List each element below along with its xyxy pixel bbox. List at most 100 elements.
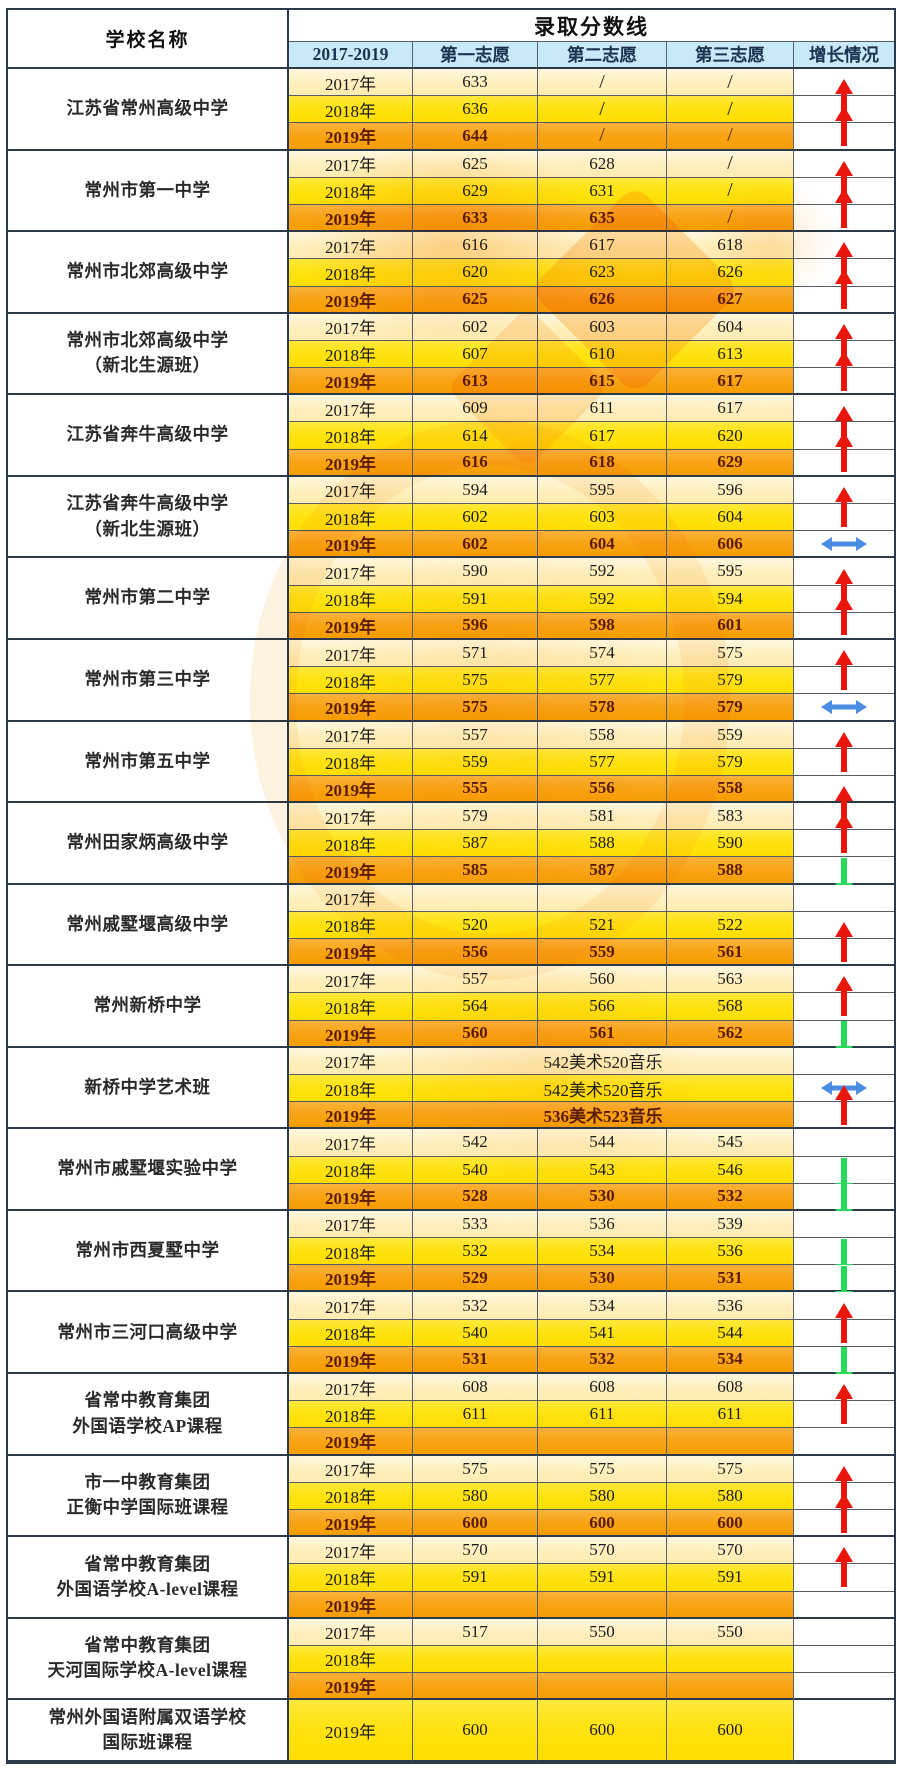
growth-cell (794, 1020, 894, 1062)
score-cell: 617 (538, 422, 667, 450)
year-cell: 2017年 (289, 1537, 413, 1565)
year-cell: 2019年 (289, 531, 413, 559)
growth-cell (794, 1084, 894, 1130)
up-arrow-icon (835, 1084, 853, 1125)
growth-cell (794, 105, 894, 151)
growth-cell (794, 694, 894, 722)
score-cell: 591 (538, 1564, 667, 1592)
up-arrow-icon (835, 786, 853, 827)
year-cell: 2019年 (289, 612, 413, 640)
school-name-cell: 常州市北郊高级中学 （新北生源班） (8, 313, 289, 396)
score-cell: 600 (413, 1509, 538, 1538)
year-cell: 2019年 (289, 1700, 413, 1763)
score-cell: 583 (667, 803, 794, 831)
up-arrow-icon (835, 79, 853, 120)
score-cell: 617 (667, 368, 794, 396)
school-name-cell: 常州田家炳高级中学 (8, 803, 289, 885)
school-name-cell: 常州外国语附属双语学校 国际班课程 (8, 1700, 289, 1763)
school-name-cell: 常州市北郊高级中学 (8, 232, 289, 314)
score-cell: 544 (667, 1319, 794, 1347)
score-cell (413, 1591, 538, 1619)
growth-cell (794, 1238, 894, 1280)
score-cell: 603 (538, 313, 667, 341)
score-cell: 568 (667, 993, 794, 1021)
growth-cell (794, 884, 894, 912)
score-cell: 520 (413, 911, 538, 939)
score-cell: 635 (538, 204, 667, 233)
score-cell: 591 (667, 1564, 794, 1592)
flat-arrow-icon (821, 536, 867, 551)
growth-cell (794, 857, 894, 899)
up-arrow-icon (835, 731, 853, 772)
score-cell: 626 (538, 286, 667, 314)
column-header-second-choice: 第二志愿 (538, 42, 667, 69)
growth-cell (794, 269, 894, 314)
school-name-line: 常州田家炳高级中学 (66, 832, 229, 853)
score-cell: 587 (413, 830, 538, 858)
merged-score-cell: 542美术520音乐 (413, 1074, 794, 1103)
score-cell: / (667, 69, 794, 97)
up-arrow-icon (835, 350, 853, 391)
score-cell: 591 (413, 1564, 538, 1592)
score-cell: 566 (538, 993, 667, 1021)
score-cell: 587 (538, 857, 667, 885)
year-cell: 2019年 (289, 368, 413, 396)
score-cell: 540 (413, 1319, 538, 1347)
score-cell (538, 884, 667, 912)
score-cell: 579 (667, 694, 794, 722)
score-cell: 614 (413, 422, 538, 450)
school-name-line: 常州市北郊高级中学 (66, 261, 229, 282)
score-cell: 617 (538, 232, 667, 260)
score-cell: 563 (667, 966, 794, 994)
score-cell: / (667, 177, 794, 205)
year-cell: 2017年 (289, 1210, 413, 1239)
up-arrow-icon (835, 269, 853, 310)
school-name-line: 江苏省常州高级中学 (66, 98, 229, 119)
year-cell: 2017年 (289, 639, 413, 668)
score-cell: 588 (667, 857, 794, 885)
growth-cell (794, 432, 894, 477)
year-cell: 2017年 (289, 313, 413, 341)
score-cell: 594 (413, 476, 538, 504)
score-cell: 558 (538, 721, 667, 749)
score-cell: 608 (538, 1374, 667, 1402)
year-cell: 2017年 (289, 69, 413, 97)
year-cell: 2017年 (289, 476, 413, 504)
year-cell: 2017年 (289, 395, 413, 423)
score-cell: 606 (667, 531, 794, 559)
year-cell: 2019年 (289, 1509, 413, 1538)
growth-cell (794, 813, 894, 858)
school-name-line: 常州市第一中学 (84, 179, 211, 200)
year-cell: 2018年 (289, 340, 413, 369)
up-arrow-icon (835, 813, 853, 854)
year-cell: 2019年 (289, 1428, 413, 1456)
score-cell: 561 (538, 1020, 667, 1048)
score-cell: 611 (538, 395, 667, 423)
score-cell: 613 (413, 368, 538, 396)
score-cell: 588 (538, 830, 667, 858)
year-cell: 2018年 (289, 911, 413, 939)
score-cell: 595 (667, 558, 794, 586)
score-cell: 600 (413, 1700, 538, 1763)
score-cell: 542 (413, 1129, 538, 1157)
growth-cell (794, 976, 894, 1021)
score-cell: 534 (538, 1238, 667, 1266)
score-cell: 575 (667, 1455, 794, 1483)
growth-cell (794, 350, 894, 396)
score-cell: 603 (538, 504, 667, 532)
scores-title-header: 录取分数线 (289, 10, 894, 42)
score-cell: 608 (413, 1374, 538, 1402)
score-cell: 559 (538, 939, 667, 967)
year-cell: 2018年 (289, 1319, 413, 1347)
school-name-cell: 常州市三河口高级中学 (8, 1292, 289, 1374)
growth-cell (794, 187, 894, 233)
score-cell: 550 (538, 1618, 667, 1646)
school-name-cell: 江苏省奔牛高级中学 (8, 395, 289, 477)
score-cell: 598 (538, 612, 667, 640)
up-arrow-icon (835, 1547, 853, 1588)
score-cell: / (667, 96, 794, 124)
up-arrow-icon (835, 405, 853, 446)
score-cell (413, 1428, 538, 1456)
score-cell: 580 (667, 1482, 794, 1510)
up-arrow-icon (835, 432, 853, 473)
